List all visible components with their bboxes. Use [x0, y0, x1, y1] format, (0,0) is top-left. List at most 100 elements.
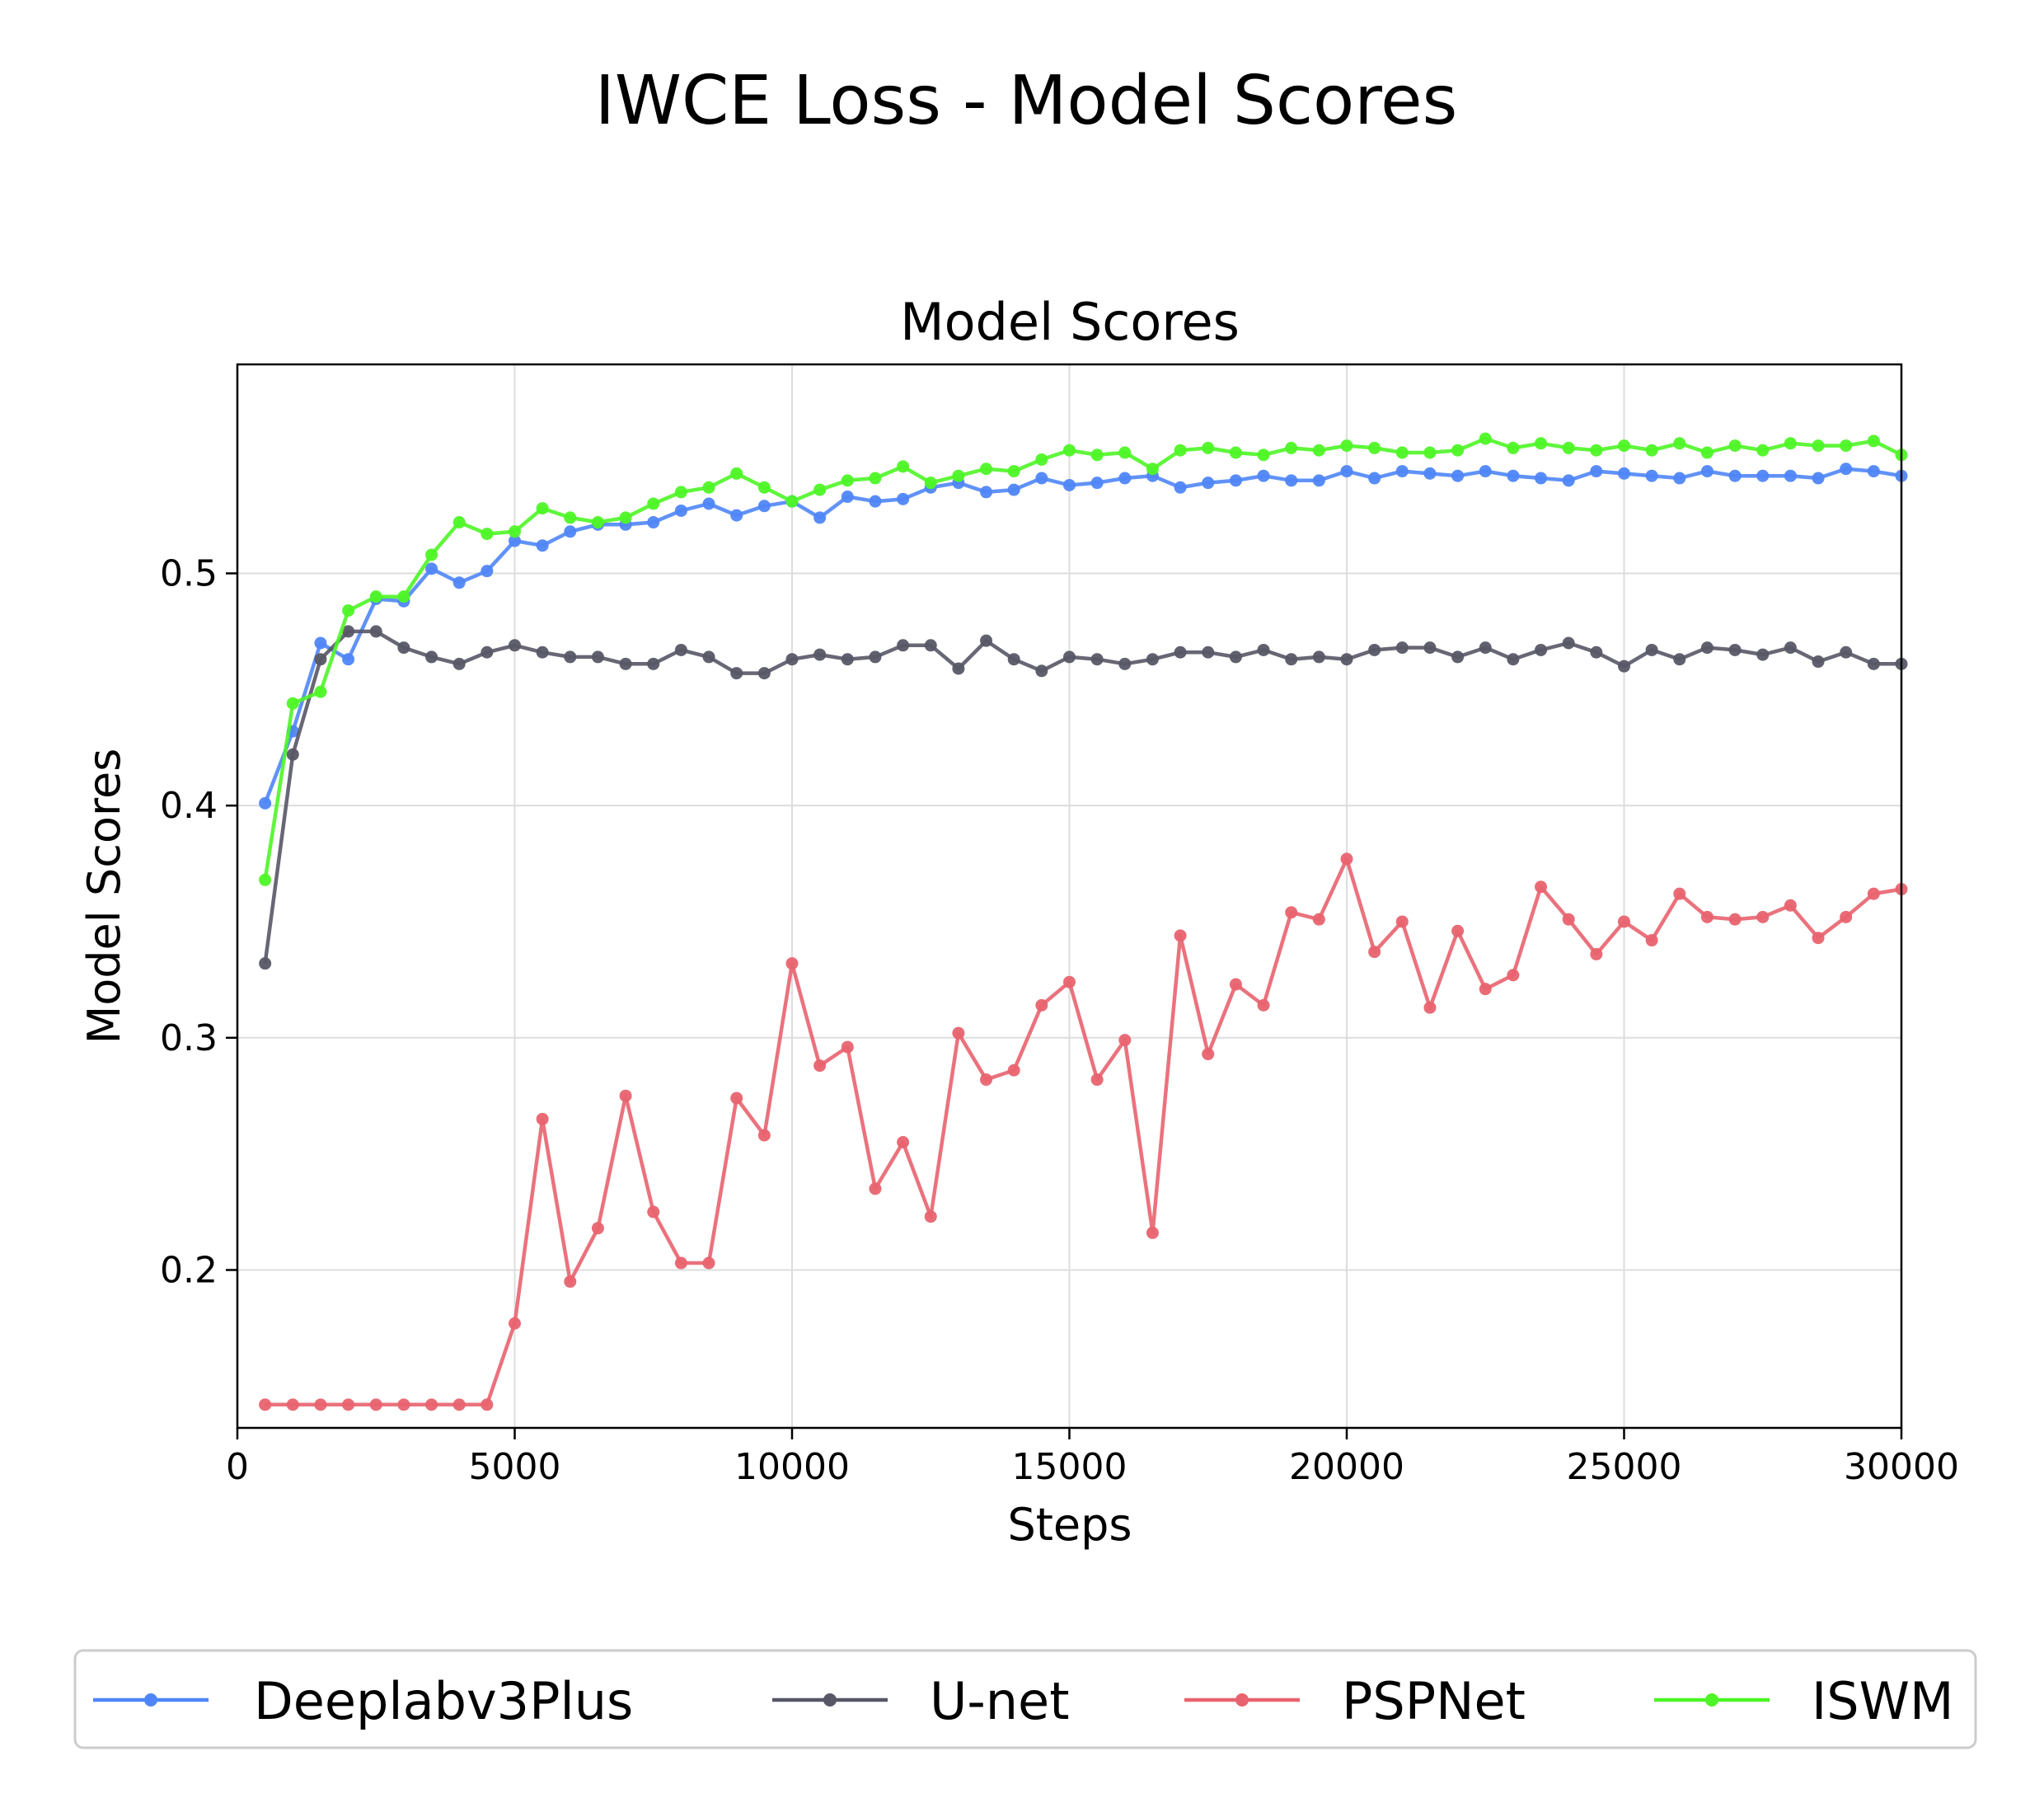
data-point-pspnet [1007, 1063, 1020, 1077]
data-point-deeplabv3plus [314, 636, 327, 650]
legend-item-iswm: ISWM [1654, 1671, 1953, 1731]
data-point-u-net [1756, 648, 1770, 661]
data-point-pspnet [591, 1222, 604, 1235]
data-point-deeplabv3plus [1756, 469, 1770, 482]
data-point-u-net [813, 648, 827, 661]
data-point-pspnet [369, 1398, 382, 1411]
data-point-pspnet [924, 1210, 937, 1223]
data-point-iswm [952, 469, 965, 482]
legend-item-pspnet: PSPNet [1184, 1671, 1526, 1731]
data-point-iswm [702, 481, 715, 494]
data-point-deeplabv3plus [1479, 465, 1492, 478]
data-point-iswm [1202, 441, 1215, 454]
data-point-deeplabv3plus [1535, 472, 1548, 485]
data-point-u-net [674, 643, 687, 656]
data-point-pspnet [702, 1256, 715, 1270]
grid-lines [237, 364, 1902, 1428]
series-line-u-net [263, 629, 1901, 964]
data-point-pspnet [1202, 1048, 1215, 1061]
legend-marker [1235, 1693, 1249, 1707]
data-point-u-net [1312, 650, 1325, 664]
data-point-deeplabv3plus [980, 486, 993, 499]
data-point-iswm [1562, 441, 1575, 454]
data-point-pspnet [785, 957, 799, 970]
data-point-iswm [1618, 439, 1630, 453]
series-layer [259, 432, 1908, 1411]
data-point-u-net [1535, 643, 1548, 656]
data-point-iswm [1756, 444, 1770, 457]
data-point-deeplabv3plus [1867, 465, 1880, 478]
data-point-deeplabv3plus [481, 565, 494, 578]
data-point-iswm [1035, 453, 1048, 466]
legend-label: U-net [930, 1671, 1070, 1731]
series-line-deeplabv3plus [263, 467, 1902, 805]
data-point-pspnet [259, 1398, 272, 1411]
data-point-iswm [1146, 462, 1159, 476]
data-point-pspnet [1423, 1001, 1437, 1014]
data-point-deeplabv3plus [1090, 477, 1104, 490]
data-point-deeplabv3plus [1285, 474, 1298, 487]
data-point-deeplabv3plus [259, 796, 272, 810]
data-point-iswm [1395, 446, 1409, 459]
y-tick-label: 0.4 [160, 785, 218, 827]
data-point-pspnet [342, 1398, 355, 1411]
data-point-iswm [1312, 444, 1325, 457]
legend-marker [823, 1693, 837, 1707]
data-point-u-net [1118, 657, 1132, 670]
data-point-pspnet [314, 1398, 327, 1411]
data-point-pspnet [952, 1026, 965, 1040]
data-point-pspnet [1535, 880, 1548, 894]
data-point-pspnet [1395, 915, 1409, 928]
data-point-u-net [564, 650, 577, 664]
data-point-pspnet [619, 1089, 632, 1102]
data-point-iswm [369, 590, 382, 603]
data-point-pspnet [897, 1136, 910, 1149]
data-point-u-net [1035, 664, 1048, 678]
data-point-u-net [730, 667, 743, 680]
data-point-deeplabv3plus [1700, 465, 1713, 478]
data-point-pspnet [841, 1040, 854, 1054]
data-point-deeplabv3plus [730, 509, 743, 522]
data-point-u-net [369, 625, 382, 638]
data-point-iswm [841, 474, 854, 487]
data-point-deeplabv3plus [1590, 465, 1603, 478]
y-tick-label: 0.3 [160, 1017, 218, 1059]
data-point-iswm [674, 486, 687, 499]
data-point-deeplabv3plus [813, 511, 827, 524]
data-point-pspnet [286, 1398, 299, 1411]
data-point-pspnet [1673, 887, 1686, 900]
data-point-u-net [897, 639, 910, 652]
data-point-u-net [1590, 646, 1603, 659]
data-point-iswm [730, 467, 743, 480]
data-point-iswm [1257, 448, 1270, 462]
data-point-deeplabv3plus [1312, 474, 1325, 487]
data-point-iswm [1673, 437, 1686, 450]
data-point-iswm [1423, 446, 1437, 459]
data-point-u-net [841, 653, 854, 666]
data-point-iswm [869, 472, 882, 485]
data-point-pspnet [757, 1129, 771, 1142]
data-point-u-net [1368, 643, 1381, 656]
data-point-iswm [481, 528, 494, 541]
data-point-deeplabv3plus [1728, 469, 1742, 482]
data-point-pspnet [813, 1059, 827, 1073]
data-point-u-net [1562, 636, 1575, 650]
data-point-u-net [591, 650, 604, 664]
data-point-deeplabv3plus [1673, 472, 1686, 485]
data-point-u-net [647, 657, 660, 670]
x-tick-label: 5000 [469, 1446, 561, 1488]
y-axis-label: Model Scores [78, 749, 130, 1045]
data-point-pspnet [647, 1205, 660, 1218]
data-point-deeplabv3plus [1118, 472, 1132, 485]
data-point-deeplabv3plus [1202, 477, 1215, 490]
data-point-deeplabv3plus [564, 525, 577, 538]
data-point-pspnet [1479, 983, 1492, 996]
data-point-u-net [1784, 641, 1797, 655]
data-point-deeplabv3plus [674, 504, 687, 517]
data-point-deeplabv3plus [1507, 469, 1520, 482]
data-point-pspnet [1257, 998, 1270, 1012]
data-point-pspnet [536, 1112, 549, 1125]
x-tick-label: 10000 [734, 1446, 850, 1488]
data-point-pspnet [1090, 1073, 1104, 1087]
data-point-iswm [591, 516, 604, 529]
